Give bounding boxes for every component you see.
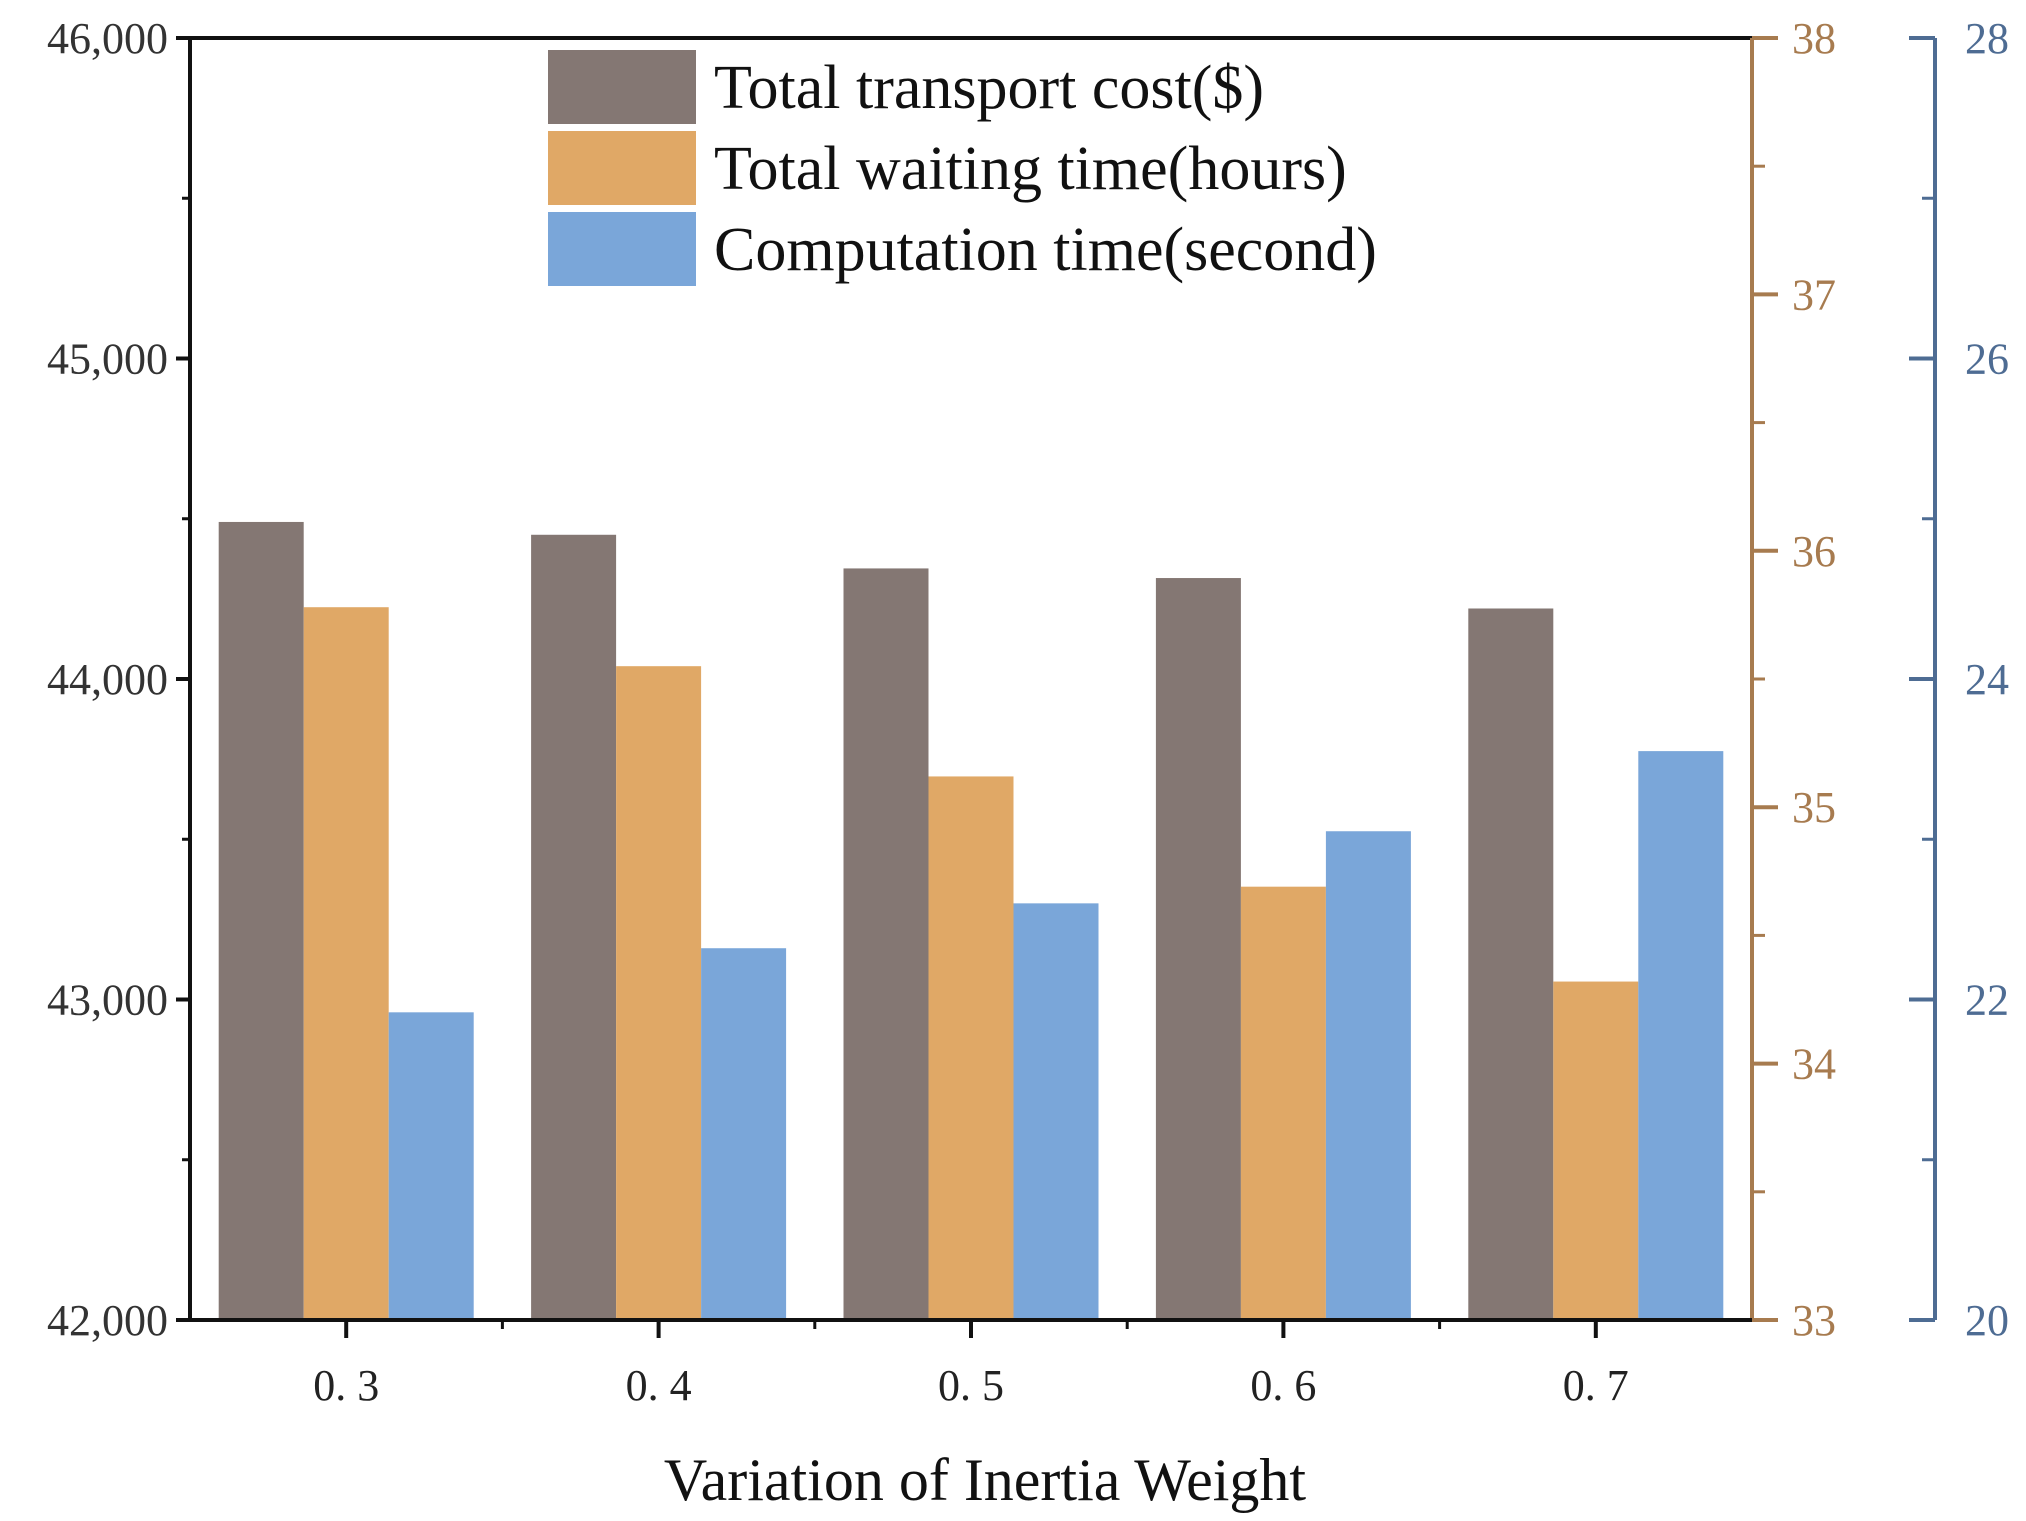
left-tick-label: 43,000 [47,976,168,1025]
x-tick-label: 0. 4 [626,1361,692,1410]
bar-computation-time-1 [701,948,787,1320]
x-tick-label: 0. 7 [1563,1361,1629,1410]
bar-transport-cost-0 [218,521,304,1320]
right-axis-computation-time: 20 22 24 26 28 [1909,14,2009,1345]
right1-tick-label: 36 [1792,527,1836,576]
legend-swatch [548,50,696,124]
bar-waiting-time-4 [1553,981,1639,1320]
right-axis-waiting-time: 33 34 35 36 37 38 [1750,14,1836,1345]
x-axis: 0. 3 0. 4 0. 5 0. 6 0. 7 [190,1318,1752,1410]
bar-computation-time-0 [388,1012,474,1320]
left-tick-label: 44,000 [47,655,168,704]
x-axis-title: Variation of Inertia Weight [664,1447,1307,1513]
legend-swatch [548,212,696,286]
x-tick-label: 0. 3 [313,1361,379,1410]
right1-tick-label: 37 [1792,270,1836,319]
right1-tick-label: 33 [1792,1296,1836,1345]
bar-transport-cost-2 [843,568,929,1320]
left-tick-label: 45,000 [47,335,168,384]
right1-tick-label: 34 [1792,1040,1836,1089]
left-tick-label: 42,000 [47,1296,168,1345]
right1-tick-label: 38 [1792,14,1836,63]
right2-tick-label: 26 [1965,335,2009,384]
legend-label: Total waiting time(hours) [714,135,1347,203]
right2-tick-label: 20 [1965,1296,2009,1345]
bar-computation-time-3 [1325,831,1411,1320]
x-tick-label: 0. 5 [938,1361,1004,1410]
right2-tick-label: 28 [1965,14,2009,63]
bars-layer [218,521,1724,1320]
bar-transport-cost-1 [531,534,617,1320]
bar-waiting-time-1 [616,666,702,1320]
bar-waiting-time-3 [1240,886,1326,1320]
left-tick-label: 46,000 [47,14,168,63]
bar-transport-cost-3 [1155,578,1241,1320]
legend-label: Computation time(second) [714,216,1377,284]
x-tick-label: 0. 6 [1250,1361,1316,1410]
left-axis: 42,000 43,000 44,000 45,000 46,000 [47,14,192,1345]
bar-waiting-time-2 [928,776,1014,1320]
bar-computation-time-4 [1638,751,1724,1320]
right2-tick-label: 22 [1965,976,2009,1025]
legend-swatch [548,131,696,205]
right2-tick-label: 24 [1965,655,2009,704]
legend: Total transport cost($) Total waiting tim… [548,50,1377,286]
legend-label: Total transport cost($) [714,54,1264,122]
bar-waiting-time-0 [303,607,389,1320]
bar-transport-cost-4 [1468,608,1554,1320]
right1-tick-label: 35 [1792,783,1836,832]
bar-computation-time-2 [1013,903,1099,1320]
